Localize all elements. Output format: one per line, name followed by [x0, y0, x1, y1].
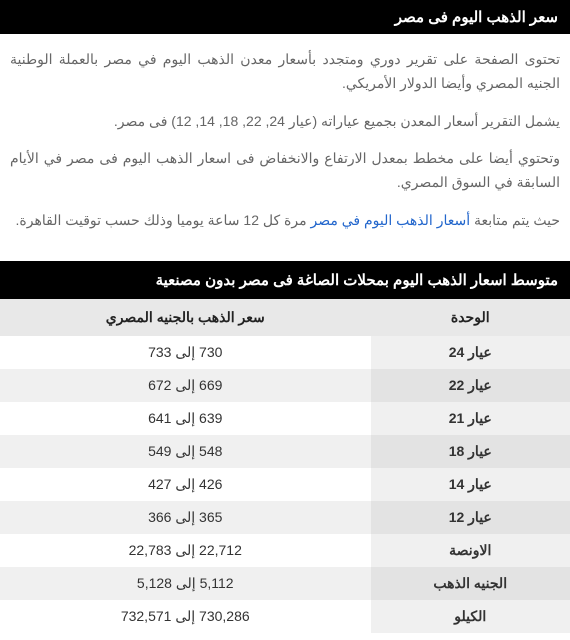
cell-unit: عيار 21	[371, 402, 570, 435]
gold-prices-link[interactable]: أسعار الذهب اليوم في مصر	[311, 212, 471, 228]
p4-post: مرة كل 12 ساعة يوميا وذلك حسب توقيت القا…	[16, 212, 311, 228]
cell-unit: الاونصة	[371, 534, 570, 567]
table-title: متوسط اسعار الذهب اليوم بمحلات الصاغة فى…	[156, 272, 558, 289]
intro-paragraph-3: وتحتوي أيضا على مخطط بمعدل الارتفاع والا…	[10, 147, 560, 195]
table-title-bar: متوسط اسعار الذهب اليوم بمحلات الصاغة فى…	[0, 261, 570, 299]
col-header-unit: الوحدة	[371, 299, 570, 336]
cell-unit: عيار 14	[371, 468, 570, 501]
table-row: الاونصة 22,712 إلى 22,783	[0, 534, 570, 567]
content-area: تحتوى الصفحة على تقرير دوري ومتجدد بأسعا…	[0, 34, 570, 261]
intro-paragraph-2: يشمل التقرير أسعار المعدن بجميع عياراته …	[10, 110, 560, 134]
cell-price: 365 إلى 366	[0, 501, 371, 534]
table-row: الجنيه الذهب 5,112 إلى 5,128	[0, 567, 570, 600]
intro-paragraph-4: حيث يتم متابعة أسعار الذهب اليوم في مصر …	[10, 209, 560, 233]
cell-unit: الكيلو	[371, 600, 570, 633]
table-row: عيار 18 548 إلى 549	[0, 435, 570, 468]
cell-unit: عيار 18	[371, 435, 570, 468]
cell-price: 639 إلى 641	[0, 402, 371, 435]
cell-price: 548 إلى 549	[0, 435, 371, 468]
page-header: سعر الذهب اليوم فى مصر	[0, 0, 570, 34]
p4-pre: حيث يتم متابعة	[470, 212, 560, 228]
cell-price: 669 إلى 672	[0, 369, 371, 402]
table-row: عيار 22 669 إلى 672	[0, 369, 570, 402]
table-row: عيار 14 426 إلى 427	[0, 468, 570, 501]
cell-price: 22,712 إلى 22,783	[0, 534, 371, 567]
table-row: عيار 21 639 إلى 641	[0, 402, 570, 435]
cell-price: 730,286 إلى 732,571	[0, 600, 371, 633]
gold-prices-table: الوحدة سعر الذهب بالجنيه المصري عيار 24 …	[0, 299, 570, 633]
page-title: سعر الذهب اليوم فى مصر	[395, 9, 558, 26]
intro-paragraph-1: تحتوى الصفحة على تقرير دوري ومتجدد بأسعا…	[10, 48, 560, 96]
table-row: عيار 12 365 إلى 366	[0, 501, 570, 534]
cell-unit: عيار 12	[371, 501, 570, 534]
table-row: عيار 24 730 إلى 733	[0, 336, 570, 369]
cell-unit: الجنيه الذهب	[371, 567, 570, 600]
cell-price: 5,112 إلى 5,128	[0, 567, 371, 600]
cell-price: 426 إلى 427	[0, 468, 371, 501]
col-header-price: سعر الذهب بالجنيه المصري	[0, 299, 371, 336]
table-header-row: الوحدة سعر الذهب بالجنيه المصري	[0, 299, 570, 336]
cell-unit: عيار 22	[371, 369, 570, 402]
cell-price: 730 إلى 733	[0, 336, 371, 369]
table-row: الكيلو 730,286 إلى 732,571	[0, 600, 570, 633]
cell-unit: عيار 24	[371, 336, 570, 369]
